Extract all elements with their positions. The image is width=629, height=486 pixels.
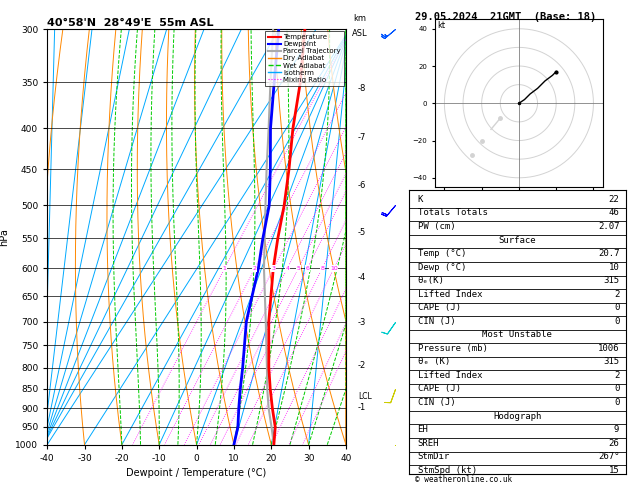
Text: 2: 2 <box>253 266 257 271</box>
Text: CAPE (J): CAPE (J) <box>418 303 460 312</box>
Text: 10: 10 <box>330 266 338 271</box>
Text: CIN (J): CIN (J) <box>418 398 455 407</box>
Text: PW (cm): PW (cm) <box>418 222 455 231</box>
Text: 267°: 267° <box>598 452 620 461</box>
Text: Lifted Index: Lifted Index <box>418 290 482 299</box>
Text: 1: 1 <box>223 266 226 271</box>
Text: 315: 315 <box>603 357 620 366</box>
Text: StmSpd (kt): StmSpd (kt) <box>418 466 477 475</box>
Text: km: km <box>353 15 366 23</box>
Text: -8: -8 <box>358 84 367 93</box>
Text: 0: 0 <box>614 384 620 394</box>
Text: Temp (°C): Temp (°C) <box>418 249 466 258</box>
Text: 8: 8 <box>320 266 324 271</box>
Text: Totals Totals: Totals Totals <box>418 208 487 218</box>
Text: θₑ(K): θₑ(K) <box>418 276 445 285</box>
Text: 40°58'N  28°49'E  55m ASL: 40°58'N 28°49'E 55m ASL <box>47 18 214 28</box>
Text: ASL: ASL <box>352 29 367 38</box>
Text: -6: -6 <box>358 181 367 190</box>
Text: Most Unstable: Most Unstable <box>482 330 552 339</box>
Text: 20.7: 20.7 <box>598 249 620 258</box>
Text: 4: 4 <box>286 266 289 271</box>
X-axis label: Dewpoint / Temperature (°C): Dewpoint / Temperature (°C) <box>126 469 267 478</box>
Text: 0: 0 <box>614 317 620 326</box>
Y-axis label: hPa: hPa <box>0 228 9 246</box>
Text: Pressure (mb): Pressure (mb) <box>418 344 487 353</box>
Text: 10: 10 <box>609 262 620 272</box>
Text: 22: 22 <box>609 195 620 204</box>
Legend: Temperature, Dewpoint, Parcel Trajectory, Dry Adiabat, Wet Adiabat, Isotherm, Mi: Temperature, Dewpoint, Parcel Trajectory… <box>265 31 344 86</box>
Text: kt: kt <box>437 21 445 30</box>
Text: 0: 0 <box>614 303 620 312</box>
Text: -5: -5 <box>358 227 366 237</box>
Text: 3: 3 <box>272 266 276 271</box>
Text: 2: 2 <box>614 371 620 380</box>
Text: θₑ (K): θₑ (K) <box>418 357 450 366</box>
Text: 0: 0 <box>614 398 620 407</box>
Text: CAPE (J): CAPE (J) <box>418 384 460 394</box>
Text: Lifted Index: Lifted Index <box>418 371 482 380</box>
Text: 26: 26 <box>609 439 620 448</box>
Text: -7: -7 <box>358 133 367 142</box>
Text: 5: 5 <box>296 266 300 271</box>
Text: 2: 2 <box>614 290 620 299</box>
Text: 6: 6 <box>306 266 309 271</box>
Text: -3: -3 <box>358 317 367 327</box>
Text: -1: -1 <box>358 403 366 413</box>
Text: Dewp (°C): Dewp (°C) <box>418 262 466 272</box>
Text: StmDir: StmDir <box>418 452 450 461</box>
Text: LCL: LCL <box>358 392 372 401</box>
Text: EH: EH <box>418 425 428 434</box>
Text: 315: 315 <box>603 276 620 285</box>
Text: SREH: SREH <box>418 439 439 448</box>
Text: 2.07: 2.07 <box>598 222 620 231</box>
Text: 46: 46 <box>609 208 620 218</box>
Text: 9: 9 <box>614 425 620 434</box>
Text: 15: 15 <box>609 466 620 475</box>
Text: CIN (J): CIN (J) <box>418 317 455 326</box>
Text: K: K <box>418 195 423 204</box>
Text: Surface: Surface <box>499 236 536 244</box>
Text: 1006: 1006 <box>598 344 620 353</box>
Text: Hodograph: Hodograph <box>493 412 542 420</box>
Text: 29.05.2024  21GMT  (Base: 18): 29.05.2024 21GMT (Base: 18) <box>415 12 596 22</box>
Text: -4: -4 <box>358 273 366 282</box>
Text: © weatheronline.co.uk: © weatheronline.co.uk <box>415 474 512 484</box>
Text: -2: -2 <box>358 361 366 370</box>
